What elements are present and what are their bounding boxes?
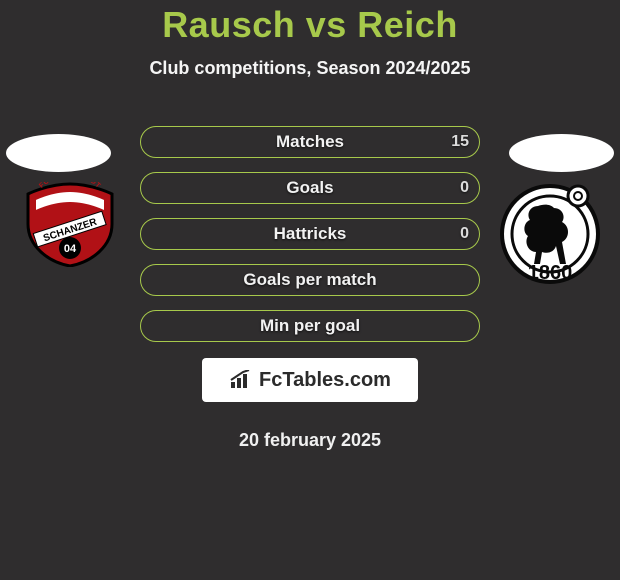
stat-label: Min per goal — [260, 316, 360, 336]
stat-right-value: 15 — [451, 127, 469, 157]
bar-chart-icon — [229, 370, 255, 390]
stat-right-value: 0 — [460, 173, 469, 203]
stat-row-min-per-goal: Min per goal — [140, 310, 480, 342]
stat-label: Goals per match — [243, 270, 376, 290]
stat-right-value: 0 — [460, 219, 469, 249]
page-title: Rausch vs Reich — [0, 4, 620, 46]
page-subtitle: Club competitions, Season 2024/2025 — [0, 58, 620, 79]
svg-text:04: 04 — [64, 243, 77, 255]
player-left-silhouette — [6, 134, 111, 172]
crest-left: FC INGOLSTADT SCHANZER 04 — [20, 182, 120, 267]
stat-row-matches: Matches 15 — [140, 126, 480, 158]
stat-label: Matches — [276, 132, 344, 152]
club-badge-icon: 1860 — [500, 182, 600, 287]
watermark-text: FcTables.com — [259, 369, 391, 392]
root: Rausch vs Reich Club competitions, Seaso… — [0, 4, 620, 580]
stat-row-hattricks: Hattricks 0 — [140, 218, 480, 250]
stats-list: Matches 15 Goals 0 Hattricks 0 Goals per… — [140, 126, 480, 356]
stat-label: Hattricks — [274, 224, 347, 244]
stat-row-goals-per-match: Goals per match — [140, 264, 480, 296]
footer-date: 20 february 2025 — [0, 430, 620, 451]
stat-row-goals: Goals 0 — [140, 172, 480, 204]
svg-text:1860: 1860 — [528, 262, 573, 284]
crest-right: 1860 — [500, 182, 600, 287]
player-right-silhouette — [509, 134, 614, 172]
watermark: FcTables.com — [202, 358, 418, 402]
stat-label: Goals — [286, 178, 333, 198]
shield-icon: FC INGOLSTADT SCHANZER 04 — [20, 182, 120, 267]
